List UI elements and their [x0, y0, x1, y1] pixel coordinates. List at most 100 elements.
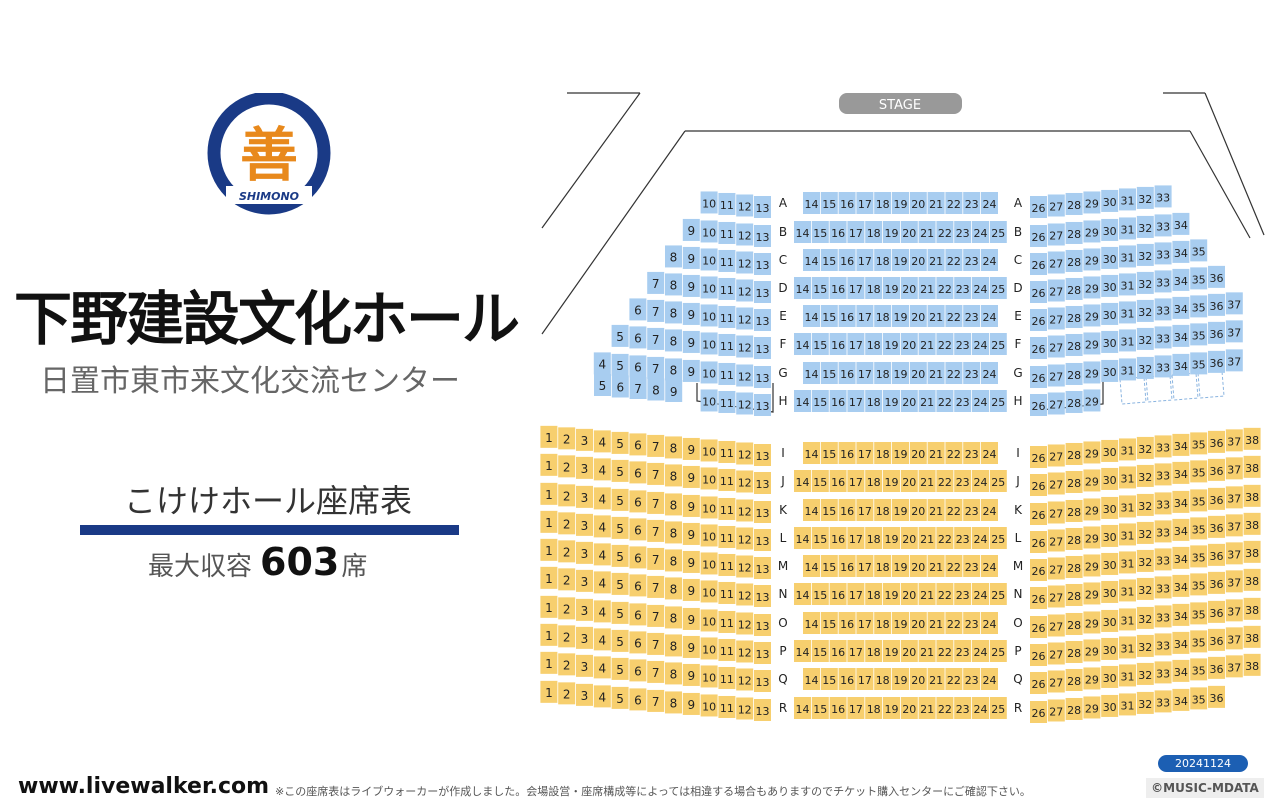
seat[interactable]: 33 [1154, 605, 1172, 628]
seat[interactable]: 20 [909, 362, 927, 384]
seat[interactable]: 29 [1083, 220, 1101, 243]
seat[interactable]: 18 [874, 668, 892, 690]
seat[interactable]: 35 [1190, 573, 1208, 596]
seat[interactable]: 24 [981, 192, 998, 214]
seat[interactable]: 19 [892, 668, 909, 690]
seat[interactable]: 13 [754, 614, 771, 636]
seat[interactable]: 30 [1101, 665, 1119, 688]
seat[interactable]: 9 [682, 465, 700, 488]
seat[interactable]: 26 [1030, 281, 1047, 303]
seat[interactable]: 33 [1154, 355, 1172, 378]
seat[interactable]: 22 [945, 499, 963, 521]
seat[interactable]: 25 [989, 470, 1007, 492]
seat[interactable]: 11 [718, 497, 736, 520]
seat[interactable]: 38 [1243, 653, 1261, 676]
seat[interactable]: 20 [900, 583, 918, 605]
seat[interactable]: 20 [900, 697, 918, 719]
seat[interactable]: 29 [1083, 469, 1101, 492]
seat[interactable]: 12 [736, 527, 754, 550]
seat[interactable]: 15 [811, 333, 829, 355]
seat[interactable]: 31 [1119, 636, 1136, 659]
seat[interactable]: 29 [1083, 639, 1101, 662]
seat[interactable]: 15 [811, 221, 829, 243]
seat[interactable]: 19 [883, 583, 900, 605]
seat[interactable]: 23 [963, 499, 981, 521]
seat[interactable]: 22 [945, 442, 963, 464]
seat[interactable]: 28 [1065, 277, 1083, 300]
seat[interactable]: 15 [811, 697, 829, 719]
seat[interactable]: 26 [1030, 672, 1047, 694]
seat[interactable]: 31 [1119, 693, 1136, 716]
seat[interactable]: 20 [909, 192, 927, 214]
seat[interactable]: 5 [611, 544, 629, 567]
seat[interactable]: 29 [1083, 276, 1101, 299]
seat[interactable]: 18 [874, 192, 892, 214]
seat[interactable]: 3 [576, 569, 593, 592]
seat[interactable]: 36 [1208, 628, 1225, 651]
seat[interactable]: 4 [593, 430, 611, 453]
seat[interactable]: 20 [909, 442, 927, 464]
seat[interactable]: 27 [1047, 392, 1065, 415]
seat[interactable]: 9 [682, 494, 700, 517]
seat[interactable]: 28 [1065, 499, 1083, 522]
seat[interactable]: 32 [1136, 243, 1154, 266]
seat[interactable]: 18 [865, 640, 883, 662]
seat[interactable]: 10 [700, 496, 718, 519]
seat[interactable]: 16 [829, 640, 847, 662]
seat[interactable]: 14 [803, 362, 820, 384]
seat[interactable]: 11 [718, 695, 736, 718]
seat[interactable]: 4 [593, 685, 611, 708]
seat[interactable]: 3 [576, 683, 593, 706]
seat[interactable]: 33 [1154, 270, 1172, 293]
seat[interactable]: 10 [700, 304, 718, 327]
seat[interactable]: 5 [611, 601, 629, 624]
seat[interactable]: 7 [647, 632, 665, 655]
seat[interactable]: 18 [865, 333, 883, 355]
seat[interactable]: 24 [972, 470, 989, 492]
seat[interactable]: 27 [1047, 223, 1065, 246]
seat[interactable]: 12 [736, 194, 754, 217]
seat[interactable]: 28 [1065, 612, 1083, 635]
seat[interactable]: 20 [900, 333, 918, 355]
seat[interactable]: 32 [1136, 549, 1154, 572]
seat[interactable]: 9 [682, 246, 700, 269]
seat[interactable]: 10 [700, 524, 718, 547]
seat[interactable]: 7 [647, 434, 665, 457]
seat[interactable]: 14 [794, 527, 811, 549]
seat[interactable]: 10 [700, 332, 718, 355]
seat[interactable]: 22 [936, 333, 954, 355]
seat[interactable]: 14 [794, 333, 811, 355]
seat[interactable]: 22 [936, 583, 954, 605]
seat[interactable]: 26 [1030, 394, 1047, 416]
seat[interactable]: 32 [1136, 356, 1154, 379]
seat[interactable]: 26 [1030, 644, 1047, 666]
seat[interactable]: 33 [1154, 214, 1172, 237]
seat[interactable]: 35 [1190, 517, 1208, 540]
seat[interactable]: 29 [1083, 526, 1101, 549]
seat[interactable]: 28 [1065, 583, 1083, 606]
seat[interactable]: 24 [981, 612, 998, 634]
seat[interactable]: 24 [981, 305, 998, 327]
seat[interactable]: 3 [576, 428, 593, 451]
seat[interactable]: 31 [1119, 608, 1136, 631]
seat[interactable]: 36 [1208, 685, 1225, 708]
seat[interactable]: 16 [829, 221, 847, 243]
seat[interactable]: 19 [892, 305, 909, 327]
seat[interactable]: 19 [892, 555, 909, 577]
seat[interactable]: 34 [1172, 353, 1190, 376]
seat[interactable]: 21 [918, 470, 936, 492]
seat[interactable]: 35 [1190, 658, 1208, 681]
seat[interactable]: 5 [611, 572, 629, 595]
seat[interactable]: 4 [593, 352, 611, 375]
seat[interactable]: 29 [1083, 304, 1101, 327]
seat[interactable]: 10 [700, 552, 718, 575]
seat[interactable]: 1 [540, 623, 558, 646]
seat[interactable]: 31 [1119, 188, 1136, 211]
seat[interactable]: 20 [909, 249, 927, 271]
seat[interactable]: 32 [1136, 606, 1154, 629]
seat[interactable]: 23 [954, 697, 972, 719]
seat[interactable]: 30 [1101, 609, 1119, 632]
seat[interactable]: 28 [1065, 362, 1083, 385]
seat[interactable]: 36 [1208, 430, 1225, 453]
seat[interactable]: 7 [647, 519, 665, 542]
